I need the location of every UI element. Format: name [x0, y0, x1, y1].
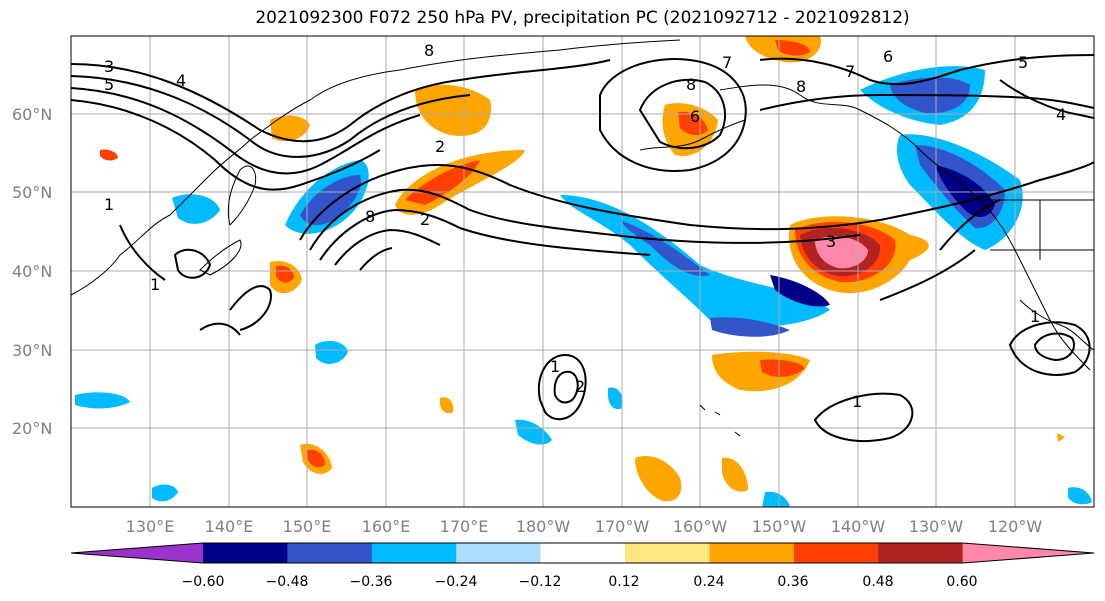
- lon-label: 150°E: [283, 517, 332, 536]
- colorbar-swatch: [540, 543, 626, 563]
- contour-label: 6: [690, 107, 700, 126]
- contour-label: 4: [176, 71, 186, 90]
- colorbar-swatch: [371, 543, 457, 563]
- contour-label: 5: [104, 75, 114, 94]
- lon-label: 120°W: [988, 517, 1043, 536]
- colorbar-label: 0.60: [946, 574, 977, 590]
- lon-label: 180°W: [516, 517, 571, 536]
- contour-label: 7: [722, 53, 732, 72]
- colorbar-label: −0.24: [435, 574, 478, 590]
- lat-label-50n: 50°N: [12, 183, 52, 202]
- lon-label: 170°W: [595, 517, 650, 536]
- contour-label: 2: [435, 137, 445, 156]
- contour-label: 3: [104, 57, 114, 76]
- contour-label: 8: [796, 77, 806, 96]
- contour-label: 1: [104, 195, 114, 214]
- pv-contours: [71, 54, 1094, 442]
- colorbar-swatch: [203, 543, 288, 563]
- colorbar: [70, 542, 1095, 564]
- longitude-labels: 130°E 140°E 150°E 160°E 170°E 180°W 170°…: [126, 517, 1043, 536]
- contour-labels: 3 5 4 8 1 2 1 8 2 1 2 1 7 8 6 5 4 3 1 8 …: [104, 41, 1066, 411]
- contour-label: 5: [1018, 53, 1028, 72]
- lon-label: 130°W: [909, 517, 964, 536]
- colorbar-label: 0.48: [862, 574, 893, 590]
- colorbar-label: 0.36: [777, 574, 808, 590]
- lon-label: 150°W: [752, 517, 807, 536]
- colorbar-label: −0.60: [182, 574, 225, 590]
- graticule: [71, 36, 1094, 507]
- contour-label: 1: [550, 357, 560, 376]
- contour-label: 2: [420, 210, 430, 229]
- latitude-labels: 60°N 50°N 40°N 30°N 20°N: [12, 105, 52, 438]
- colorbar-outline: [70, 542, 1095, 564]
- map-title: 2021092300 F072 250 hPa PV, precipitatio…: [255, 8, 910, 28]
- contour-label: 8: [686, 75, 696, 94]
- contour-label: 4: [1056, 105, 1066, 124]
- colorbar-label: 0.24: [693, 574, 724, 590]
- colorbar-swatch: [709, 543, 795, 563]
- colorbar-swatch: [287, 543, 373, 563]
- contour-label: 8: [365, 207, 375, 226]
- colorbar-labels: −0.60 −0.48 −0.36 −0.24 −0.12 0.12 0.24 …: [182, 574, 978, 590]
- lon-label: 130°E: [126, 517, 175, 536]
- colorbar-extend-right: [962, 543, 1094, 563]
- lon-label: 140°W: [831, 517, 886, 536]
- colorbar-swatch: [878, 543, 964, 563]
- lon-label: 160°W: [673, 517, 728, 536]
- lon-label: 140°E: [205, 517, 254, 536]
- contour-label: 3: [826, 232, 836, 251]
- colorbar-swatch: [625, 543, 710, 563]
- colorbar-extend-left: [71, 543, 203, 563]
- lat-label-30n: 30°N: [12, 341, 52, 360]
- lon-label: 170°E: [440, 517, 489, 536]
- contour-label: 8: [424, 41, 434, 60]
- contour-label: 7: [845, 62, 855, 81]
- lon-label: 160°E: [362, 517, 411, 536]
- contour-label: 1: [150, 275, 160, 294]
- colorbar-label: −0.36: [350, 574, 393, 590]
- contour-label: 6: [883, 47, 893, 66]
- colorbar-label: 0.12: [608, 574, 639, 590]
- plot-frame: [70, 35, 1095, 508]
- contour-label: 1: [1030, 307, 1040, 326]
- lat-label-60n: 60°N: [12, 105, 52, 124]
- colorbar-swatch: [793, 543, 879, 563]
- contour-label: 1: [852, 392, 862, 411]
- lat-label-20n: 20°N: [12, 419, 52, 438]
- precip-shading: [75, 36, 1092, 507]
- colorbar-label: −0.12: [519, 574, 562, 590]
- colorbar-swatch: [456, 543, 542, 563]
- lat-label-40n: 40°N: [12, 262, 52, 281]
- contour-label: 2: [575, 377, 585, 396]
- colorbar-label: −0.48: [266, 574, 309, 590]
